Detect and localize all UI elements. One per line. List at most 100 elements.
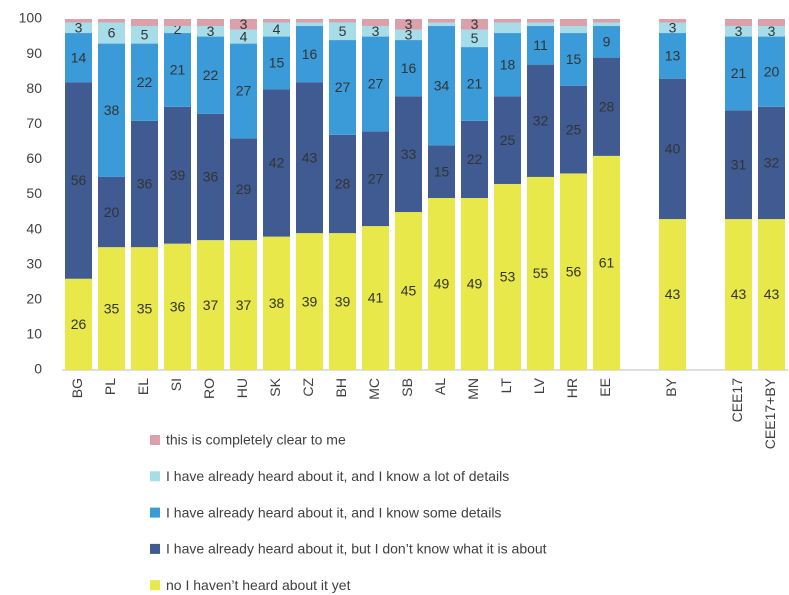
bar-segment bbox=[527, 26, 554, 65]
bar-segment bbox=[65, 33, 92, 83]
bar-segment bbox=[164, 26, 191, 34]
data-label: 36 bbox=[170, 299, 186, 315]
bar-segment bbox=[65, 82, 92, 279]
bar-segment bbox=[164, 106, 191, 244]
data-label: 56 bbox=[566, 263, 582, 279]
bar-segment bbox=[395, 212, 422, 370]
data-label: 33 bbox=[401, 146, 417, 162]
bar-segment bbox=[560, 19, 587, 27]
bar-segment bbox=[593, 22, 620, 27]
bar-segment bbox=[461, 198, 488, 370]
data-label: 37 bbox=[203, 297, 219, 313]
bar-segment bbox=[494, 96, 521, 184]
data-label: 56 bbox=[71, 172, 87, 188]
data-label: 37 bbox=[236, 297, 252, 313]
data-label: 25 bbox=[500, 132, 516, 148]
data-label: 31 bbox=[731, 156, 747, 172]
bar-segment bbox=[527, 176, 554, 370]
data-label: 40 bbox=[665, 141, 681, 157]
bar-segment bbox=[296, 19, 323, 23]
bar-segment bbox=[395, 19, 422, 30]
data-label: 4 bbox=[273, 21, 281, 37]
bar-segment bbox=[98, 22, 125, 44]
bar-segment bbox=[131, 43, 158, 121]
bar-segment bbox=[593, 57, 620, 156]
y-tick-label: 10 bbox=[26, 326, 42, 342]
data-label: 39 bbox=[335, 293, 351, 309]
bar-segment bbox=[494, 22, 521, 34]
bar-segment bbox=[758, 36, 785, 107]
bar-segment bbox=[263, 89, 290, 237]
bar-segment bbox=[230, 43, 257, 139]
bar-segment bbox=[65, 22, 92, 34]
bar-segment bbox=[98, 19, 125, 23]
data-label: 38 bbox=[269, 295, 285, 311]
bar-segment bbox=[98, 176, 125, 248]
data-label: 21 bbox=[731, 65, 747, 81]
data-label: 5 bbox=[471, 30, 479, 46]
x-tick-label: CZ bbox=[300, 378, 316, 397]
data-label: 43 bbox=[302, 149, 318, 165]
bar-segment bbox=[362, 19, 389, 27]
data-label: 28 bbox=[335, 176, 351, 192]
bar-segment bbox=[659, 22, 686, 34]
data-label: 22 bbox=[137, 74, 153, 90]
x-tick-label: SI bbox=[168, 378, 184, 391]
bar-segment bbox=[230, 29, 257, 44]
bar-segment bbox=[527, 22, 554, 27]
data-label: 3 bbox=[405, 16, 413, 32]
bar-segment bbox=[362, 26, 389, 37]
data-label: 36 bbox=[137, 176, 153, 192]
bar-segment bbox=[461, 19, 488, 30]
y-tick-label: 50 bbox=[26, 185, 42, 201]
bar-segment bbox=[197, 240, 224, 370]
data-label: 32 bbox=[533, 112, 549, 128]
bar-segment bbox=[296, 22, 323, 27]
y-tick-label: 90 bbox=[26, 45, 42, 61]
data-label: 42 bbox=[269, 155, 285, 171]
data-label: 45 bbox=[401, 283, 417, 299]
bar-segment bbox=[758, 26, 785, 37]
data-label: 3 bbox=[669, 19, 677, 35]
data-label: 29 bbox=[236, 181, 252, 197]
y-tick-label: 30 bbox=[26, 255, 42, 271]
bar-segment bbox=[560, 173, 587, 370]
x-tick-label: HR bbox=[564, 378, 580, 398]
bar-segment bbox=[659, 33, 686, 79]
bar-segment bbox=[263, 236, 290, 370]
bar-segment bbox=[725, 19, 752, 27]
data-label: 27 bbox=[368, 76, 384, 92]
bar-segment bbox=[362, 131, 389, 227]
bar-segment bbox=[131, 26, 158, 44]
bar-segment bbox=[494, 19, 521, 23]
data-label: 14 bbox=[71, 49, 87, 65]
x-tick-label: CEE17 bbox=[729, 378, 745, 423]
data-label: 5 bbox=[339, 23, 347, 39]
bar-segment bbox=[197, 36, 224, 114]
bar-segment bbox=[329, 19, 356, 23]
data-label: 3 bbox=[372, 23, 380, 39]
legend-label: I have already heard about it, but I don… bbox=[166, 541, 547, 557]
data-label: 49 bbox=[467, 276, 483, 292]
y-tick-label: 40 bbox=[26, 220, 42, 236]
data-label: 13 bbox=[665, 48, 681, 64]
data-label: 36 bbox=[203, 169, 219, 185]
legend-swatch bbox=[150, 435, 160, 445]
data-label: 15 bbox=[566, 51, 582, 67]
data-label: 27 bbox=[236, 83, 252, 99]
bar-segment bbox=[494, 33, 521, 97]
data-label: 3 bbox=[735, 23, 743, 39]
data-label: 16 bbox=[302, 46, 318, 62]
x-tick-label: RO bbox=[201, 378, 217, 399]
x-tick-label: EE bbox=[597, 378, 613, 397]
x-tick-label: EL bbox=[135, 378, 151, 395]
legend-swatch bbox=[150, 507, 160, 518]
x-tick-label: MN bbox=[465, 378, 481, 400]
bar-segment bbox=[659, 19, 686, 23]
bar-segment bbox=[65, 278, 92, 370]
bar-segment bbox=[362, 36, 389, 132]
bar-segment bbox=[758, 19, 785, 27]
bar-segment bbox=[659, 78, 686, 220]
bar-segment bbox=[395, 40, 422, 97]
